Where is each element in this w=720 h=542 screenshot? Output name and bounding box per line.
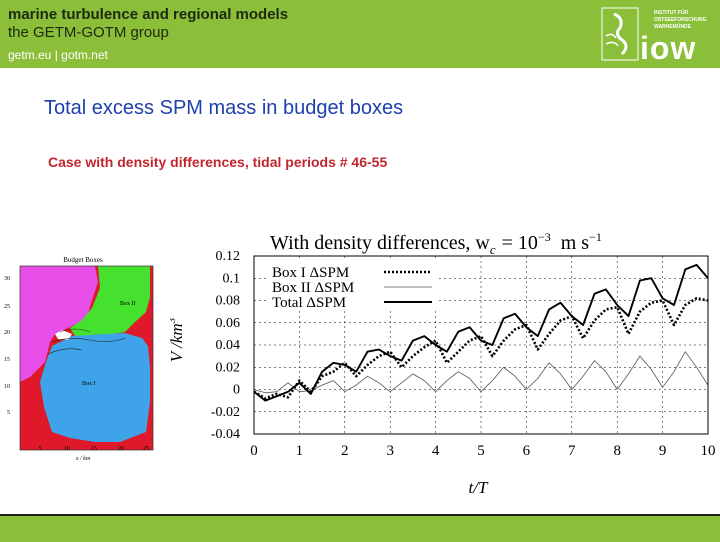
map-box2-label: Box II [120, 301, 136, 307]
footer-bar [0, 514, 720, 542]
box2-region [70, 266, 150, 337]
slide-subtitle: Case with density differences, tidal per… [48, 154, 388, 170]
header-subtitle: the GETM-GOTM group [8, 24, 169, 41]
chart-ylabel-text: V /km [170, 323, 186, 362]
map-ytick: 30 [4, 276, 10, 282]
y-tick-label: -0.04 [211, 427, 240, 442]
channel-gap [55, 330, 72, 340]
spm-line-chart: With density differences, wc = 10−3 m s−1 … [170, 230, 716, 497]
plot-frame [253, 255, 709, 435]
chart-title-exp: −3 [538, 230, 551, 244]
chart-ylabel: V /km3 [170, 317, 186, 362]
legend-label: Total ΔSPM [272, 295, 346, 311]
series-line-1 [253, 351, 709, 394]
series-line-2 [253, 263, 709, 402]
chart-title-text: With density differences, w [270, 232, 490, 254]
series-line-0 [253, 297, 709, 400]
map-ytick: 25 [4, 304, 10, 310]
seahorse-icon [601, 7, 639, 61]
x-tick-label: 0 [250, 443, 258, 459]
header-banner: marine turbulence and regional models th… [0, 0, 720, 68]
map-title: Budget Boxes [63, 256, 103, 264]
institute-line-2: OSTSEEFORSCHUNG [654, 17, 707, 23]
x-tick-labels: 0 1 2 3 4 5 6 7 8 9 10 [250, 443, 715, 459]
x-tick-label: 4 [432, 443, 440, 459]
map-ytick: 20 [4, 330, 10, 336]
chart-title-rhs: = 10 [502, 232, 538, 254]
box1-region [40, 333, 150, 442]
y-tick-label: 0.06 [216, 316, 241, 331]
chart-title-unit: m s [561, 232, 590, 254]
map-xtick: 15 [91, 446, 97, 452]
map-ytick: 15 [4, 357, 10, 363]
map-frame [19, 265, 154, 451]
x-tick-label: 10 [701, 443, 716, 459]
map-xtick: 10 [64, 446, 70, 452]
x-tick-label: 5 [477, 443, 485, 459]
x-tick-label: 8 [613, 443, 621, 459]
chart-ylabel-exp: 3 [170, 317, 178, 324]
iow-logo: INSTITUT FÜR OSTSEEFORSCHUNG WARNEMÜNDE … [600, 6, 714, 66]
y-tick-label: 0.1 [223, 271, 241, 286]
y-tick-labels: -0.04 -0.02 0 0.02 0.04 0.06 0.08 0.1 0.12 [211, 249, 240, 442]
legend-label: Box II ΔSPM [272, 280, 354, 296]
header-title: marine turbulence and regional models [8, 6, 289, 23]
slide-title: Total excess SPM mass in budget boxes [44, 97, 404, 119]
header-links[interactable]: getm.eu | gotm.net [8, 48, 108, 62]
chart-xlabel: t/T [469, 478, 489, 497]
institute-line-1: INSTITUT FÜR [654, 10, 689, 16]
map-xtick: 20 [118, 446, 124, 452]
map-plot [19, 265, 154, 451]
west-region [20, 266, 98, 382]
x-tick-label: 7 [568, 443, 576, 459]
series-layer [253, 263, 709, 402]
y-tick-label: 0 [233, 383, 240, 398]
budget-boxes-map: Budget Boxes Box II Box I 30 25 20 15 10… [0, 242, 165, 467]
map-xtick: 25 [143, 446, 149, 452]
x-tick-label: 2 [341, 443, 349, 459]
y-tick-label: 0.02 [216, 360, 241, 375]
bathymetry-lines [47, 328, 126, 355]
map-xlabel: x / km [75, 456, 91, 462]
map-xtick: 5 [39, 446, 42, 452]
chart-title-sub: c [490, 242, 496, 257]
chart-title: With density differences, wc = 10−3 m s−1 [270, 230, 602, 257]
map-ytick: 5 [7, 410, 10, 416]
x-tick-label: 1 [296, 443, 304, 459]
y-tick-label: 0.08 [216, 294, 241, 309]
map-ytick: 10 [4, 384, 10, 390]
legend-label: Box I ΔSPM [272, 265, 349, 281]
institute-line-3: WARNEMÜNDE [654, 24, 691, 30]
x-tick-label: 9 [659, 443, 667, 459]
y-tick-label: 0.12 [216, 249, 241, 264]
iow-wordmark: iow [640, 30, 697, 66]
map-box1-label: Box I [82, 381, 96, 387]
y-tick-label: 0.04 [216, 338, 241, 353]
chart-title-unit-exp: −1 [589, 230, 602, 244]
x-tick-label: 6 [523, 443, 531, 459]
x-tick-label: 3 [386, 443, 394, 459]
y-tick-label: -0.02 [211, 405, 240, 420]
